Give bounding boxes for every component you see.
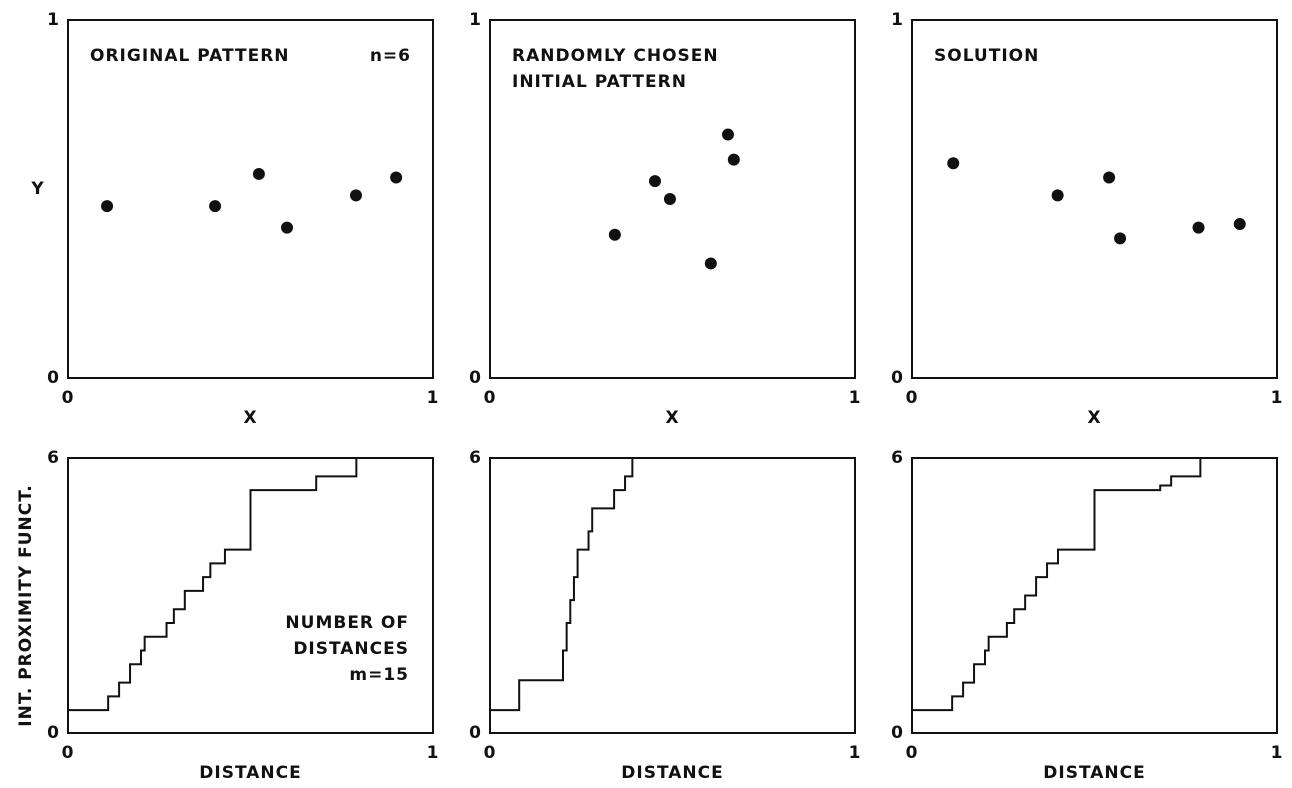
y-tick-label: 6 [469,448,482,468]
y-axis-label: INT. PROXIMITY FUNCT. [16,484,36,726]
annotation: NUMBER OF [285,613,409,633]
annotation: m=15 [349,665,409,685]
y-tick-label: 6 [47,448,60,468]
point [721,128,734,141]
y-tick-label: 1 [891,10,904,30]
y-tick-label: 0 [891,723,904,743]
x-tick-label: 0 [906,743,919,763]
panel-title: RANDOMLY CHOSEN [512,46,719,66]
panel-title: SOLUTION [934,46,1039,66]
x-tick-label: 0 [484,743,497,763]
point [281,221,293,234]
panel-title: ORIGINAL PATTERN [90,46,290,66]
y-tick-label: 1 [47,10,60,30]
x-axis-label: DISTANCE [621,763,723,783]
point [1114,232,1127,245]
point [209,200,222,213]
point [1233,218,1246,231]
x-axis-label: DISTANCE [1043,763,1145,783]
step-line [912,458,1202,712]
y-tick-label: 0 [469,723,482,743]
step-line [490,458,634,712]
point [349,189,362,202]
x-tick-label: 1 [1271,743,1284,763]
point [1051,189,1064,202]
x-axis-label: DISTANCE [199,763,301,783]
step-line [68,458,358,712]
y-tick-label: 0 [469,368,482,388]
x-axis-label: X [665,408,679,428]
point [947,157,960,170]
x-tick-label: 0 [62,743,75,763]
y-tick-label: 0 [47,723,60,743]
plot-frame [489,19,856,379]
y-tick-label: 0 [47,368,60,388]
x-axis-label: X [1087,408,1101,428]
point [704,257,717,270]
x-axis-label: X [243,408,257,428]
x-tick-label: 0 [484,388,497,408]
annotation: DISTANCES [293,639,409,659]
point [648,175,661,188]
plot-frame [911,457,1278,734]
point [101,200,114,213]
x-tick-label: 1 [849,743,862,763]
x-tick-label: 1 [427,743,440,763]
point [663,193,676,205]
y-axis-label: Y [30,179,44,199]
point [727,153,740,166]
point [252,167,265,180]
point [1192,221,1205,234]
plot-frame [489,457,856,734]
x-tick-label: 0 [906,388,919,408]
panel-title: INITIAL PATTERN [512,72,687,92]
y-tick-label: 6 [891,448,904,468]
annotation: n=6 [370,46,411,66]
point [608,228,621,241]
point [390,171,403,184]
plot-frame [67,19,434,379]
x-tick-label: 0 [62,388,75,408]
y-tick-label: 0 [891,368,904,388]
x-tick-label: 1 [849,388,862,408]
y-tick-label: 1 [469,10,482,30]
plot-frame [911,19,1278,379]
x-tick-label: 1 [427,388,440,408]
plot-frame [67,457,434,734]
x-tick-label: 1 [1271,388,1284,408]
point [1103,171,1116,184]
